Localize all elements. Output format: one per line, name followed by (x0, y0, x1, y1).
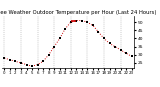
Title: Milwaukee Weather Outdoor Temperature per Hour (Last 24 Hours): Milwaukee Weather Outdoor Temperature pe… (0, 10, 157, 15)
